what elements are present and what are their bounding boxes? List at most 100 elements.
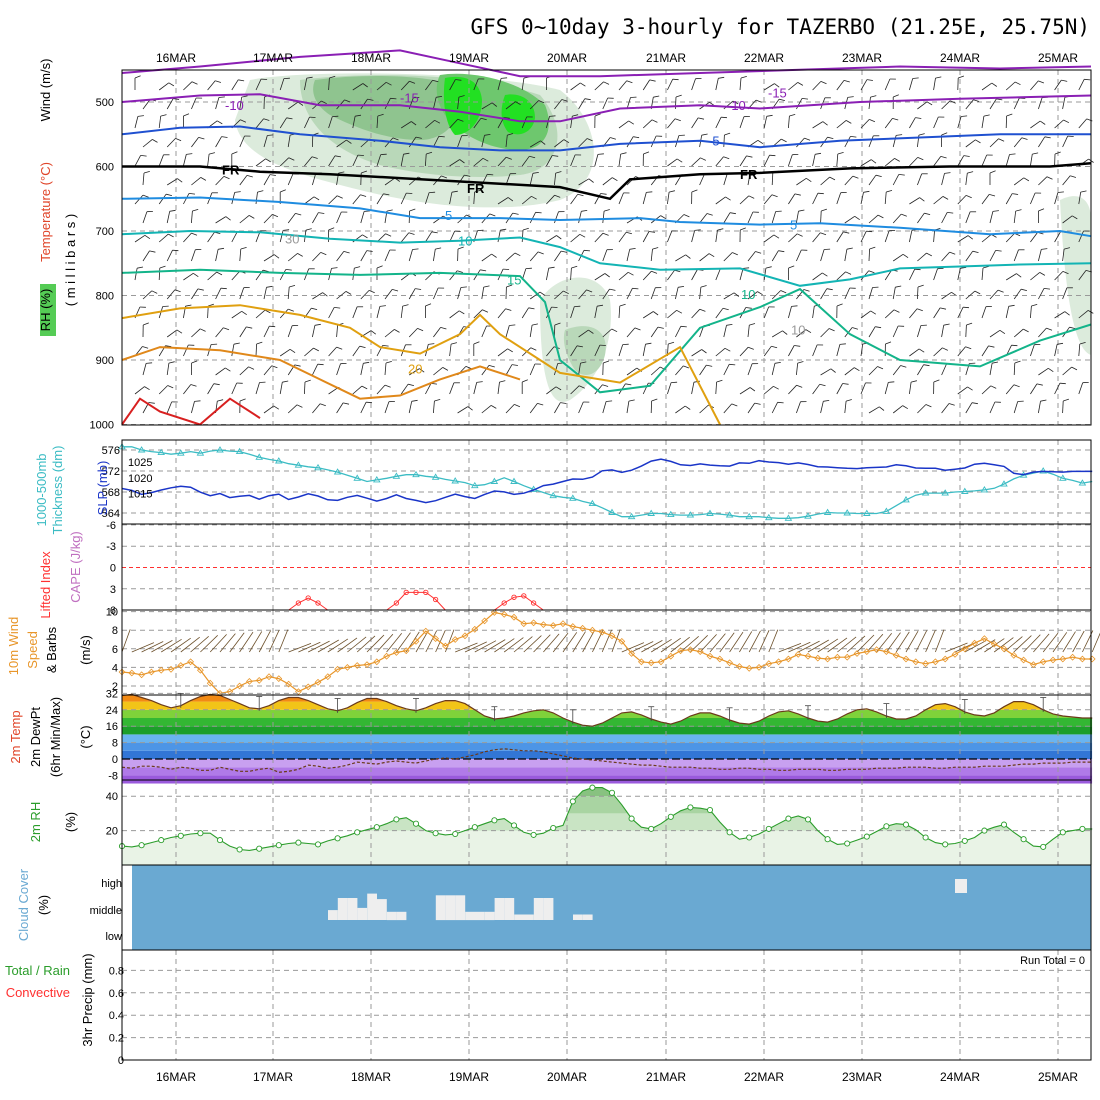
wind-barb-flag (304, 379, 311, 383)
label-precip-3: 3hr Precip (mm) (80, 953, 95, 1046)
rh-shade-7 (563, 326, 606, 375)
wind-barb-flag (971, 402, 978, 405)
wind-barb-flag (297, 101, 304, 106)
wind-barb (1013, 328, 1024, 338)
wind-barb (376, 115, 379, 129)
wind-barb (965, 139, 976, 148)
wind-barb (546, 346, 555, 357)
cloud-middle-bar (465, 911, 475, 921)
wind-barb-flag (331, 267, 338, 269)
wind-barb (965, 173, 968, 186)
cloud-middle-bar (514, 914, 524, 920)
wind-barb (336, 363, 341, 376)
wind-barb (425, 192, 430, 205)
wind-barb (1038, 136, 1046, 148)
wind-barb-flag (823, 400, 830, 402)
wind-barb (215, 327, 224, 338)
wind-barb (1005, 233, 1015, 243)
wind-barb-flag (898, 174, 905, 176)
wind-barb (449, 382, 455, 395)
wind-barb (166, 289, 176, 300)
wind-barb (279, 269, 287, 281)
wind-barb (191, 177, 201, 186)
wind-barb (699, 173, 705, 186)
wind-barb (788, 384, 797, 395)
wind-barb-flag (313, 347, 319, 352)
wind-barb-flag (992, 210, 999, 212)
wind10m-marker (647, 659, 655, 667)
wind10m-marker (442, 642, 449, 650)
wind-barb (594, 273, 606, 281)
wind-barb (239, 366, 249, 376)
wind-barb-flag (794, 345, 801, 347)
wind-barb (965, 290, 976, 300)
wind-barb-flag (409, 208, 416, 212)
wind-barb-flag (1014, 81, 1021, 86)
temperature-contour-4 (121, 196, 1092, 238)
wind-barb-flag (1046, 176, 1053, 180)
wind-barb (642, 270, 652, 281)
wind-barb-flag (576, 345, 583, 348)
wind-barb (618, 305, 621, 319)
wind10m-marker (932, 658, 939, 666)
wind10m-marker (246, 678, 253, 685)
wind10m-barb (513, 636, 533, 653)
wind-barb (433, 287, 439, 300)
wind-barb (376, 81, 387, 91)
wind-barb-flag (997, 289, 1004, 293)
wind-barb (788, 345, 795, 357)
wind-barb-flag (603, 360, 610, 364)
wind-barb (691, 117, 699, 129)
wind10m-barb (239, 631, 254, 653)
wind-barb (183, 384, 192, 395)
wind-barb (336, 402, 344, 414)
wind-barb-flag (1021, 137, 1028, 140)
thickness-marker (706, 509, 714, 516)
wind-barb (473, 157, 484, 167)
wind-barb-flag (580, 361, 587, 364)
date-top-21MAR: 21MAR (646, 51, 686, 65)
wind-barb-flag (822, 121, 828, 126)
wind-barb-flag (1006, 113, 1013, 117)
lifted-index-line (288, 597, 329, 611)
wind-barb-flag (583, 249, 591, 252)
wind-barb (1013, 97, 1020, 110)
wind-barb-flag (869, 246, 876, 250)
wind-barb (360, 402, 367, 414)
wind-barb (328, 195, 338, 205)
label-temp2m-3: (6hr Min/Max) (48, 697, 63, 777)
wind-barb-flag (529, 155, 536, 159)
wind-barb-flag (746, 155, 753, 158)
wind-barb-flag (777, 401, 784, 404)
thickness-marker (745, 512, 753, 520)
wind-barb-flag (700, 285, 707, 288)
wind-barb-flag (649, 79, 656, 82)
wind-barb-flag (837, 152, 844, 155)
thickness-marker (235, 447, 244, 455)
date-bottom-25MAR: 25MAR (1038, 1070, 1078, 1084)
wind-barb-flag (597, 304, 604, 307)
wind-barb (336, 291, 347, 300)
wind-barb (207, 154, 210, 167)
wind-barb-flag (334, 307, 341, 309)
wind-barb-flag (190, 384, 197, 387)
wind-barb-flag (588, 329, 594, 334)
wind-barb-flag (672, 78, 679, 81)
wind-barb (723, 134, 725, 148)
wind-barb (836, 271, 846, 281)
wind-barb-flag (973, 99, 980, 102)
wind-barb (521, 78, 525, 91)
wind-barb (449, 344, 452, 357)
wind-barb (594, 384, 603, 395)
rh2m-marker (589, 784, 596, 791)
wind-barb (1062, 366, 1072, 376)
wind-barb (747, 402, 756, 414)
wind-barb (933, 196, 944, 205)
wind-barb (812, 306, 815, 319)
wind10m-marker (353, 662, 361, 669)
wind-barb-flag (532, 323, 538, 326)
wind-barb (788, 82, 798, 91)
wind-barb (473, 118, 482, 129)
rh2m-marker (550, 824, 557, 832)
wind-barb (892, 405, 903, 414)
